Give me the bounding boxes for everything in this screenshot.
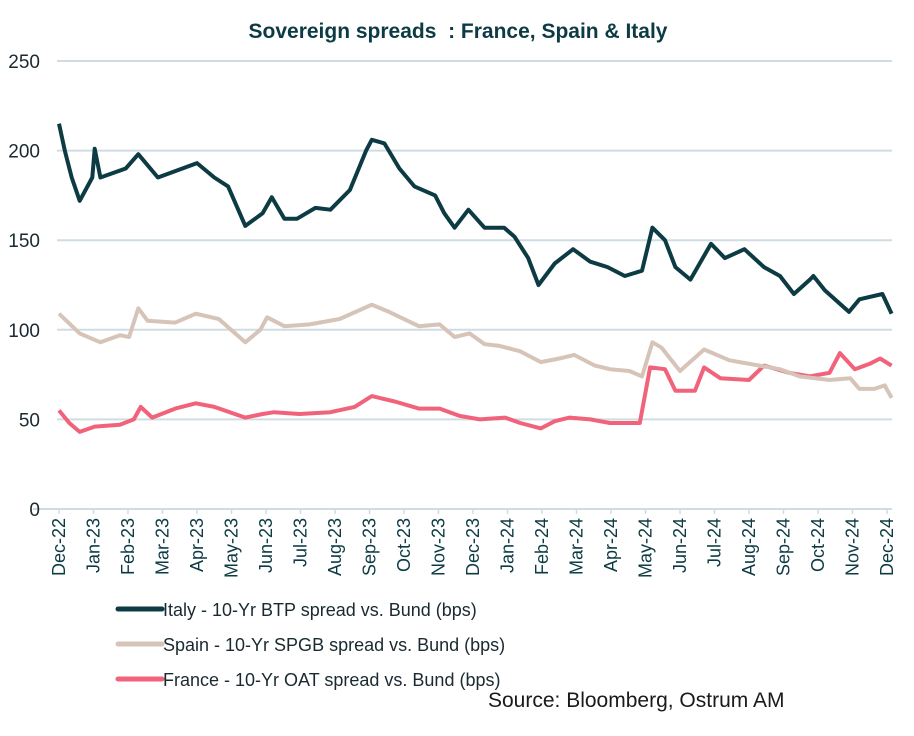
legend-label: France - 10-Yr OAT spread vs. Bund (bps) (163, 670, 500, 690)
x-tick-label: Jul-24 (705, 518, 725, 567)
y-tick-label: 100 (8, 321, 40, 342)
x-tick-label: Feb-24 (532, 518, 552, 575)
y-axis: 0 50 100 150 200 250 (8, 52, 40, 521)
x-tick-label: May-24 (636, 518, 656, 578)
x-tick-label: Jul-23 (291, 518, 311, 567)
legend: Italy - 10-Yr BTP spread vs. Bund (bps) S… (115, 600, 505, 690)
x-tick-label: Dec-22 (49, 518, 69, 576)
series-lines (57, 123, 894, 434)
x-tick-label: Aug-23 (325, 518, 345, 576)
y-tick-label: 0 (29, 500, 40, 521)
x-tick-label: Dec-24 (877, 518, 897, 576)
y-tick-label: 250 (8, 52, 40, 73)
x-tick-label: Oct-24 (808, 518, 828, 572)
x-tick-label: Feb-23 (118, 518, 138, 575)
x-tick-label: Oct-23 (394, 518, 414, 572)
gridlines (33, 60, 892, 510)
x-tick-label: Sep-24 (774, 518, 794, 576)
x-tick-label: Mar-24 (567, 518, 587, 575)
x-tick-label: Nov-24 (843, 518, 863, 576)
y-tick-label: 150 (8, 231, 40, 252)
y-tick-label: 200 (8, 142, 40, 163)
x-tick-label: Dec-23 (463, 518, 483, 576)
legend-label: Italy - 10-Yr BTP spread vs. Bund (bps) (163, 600, 477, 620)
source-note: Source: Bloomberg, Ostrum AM (488, 689, 784, 712)
x-tick-label: Aug-24 (739, 518, 759, 576)
x-tick-label: Jun-23 (256, 518, 276, 573)
series-line-italy (57, 123, 894, 315)
x-tick-label: May-23 (222, 518, 242, 578)
y-tick-label: 50 (19, 410, 40, 431)
legend-label: Spain - 10-Yr SPGB spread vs. Bund (bps) (163, 635, 505, 655)
x-tick-label: Apr-23 (187, 518, 207, 572)
x-tick-label: Jan-24 (498, 518, 518, 573)
x-tick-label: Nov-23 (429, 518, 449, 576)
chart-title: Sovereign spreads : France, Spain & Ital… (249, 20, 668, 43)
x-axis: Dec-22 Jan-23 Feb-23 Mar-23 Apr-23 May-23 Jun-… (49, 509, 897, 578)
x-tick-label: Jan-23 (84, 518, 104, 573)
x-tick-label: Apr-24 (601, 518, 621, 572)
x-tick-label: Sep-23 (360, 518, 380, 576)
series-line-spain (57, 302, 894, 399)
x-tick-label: Jun-24 (670, 518, 690, 573)
x-tick-label: Mar-23 (153, 518, 173, 575)
